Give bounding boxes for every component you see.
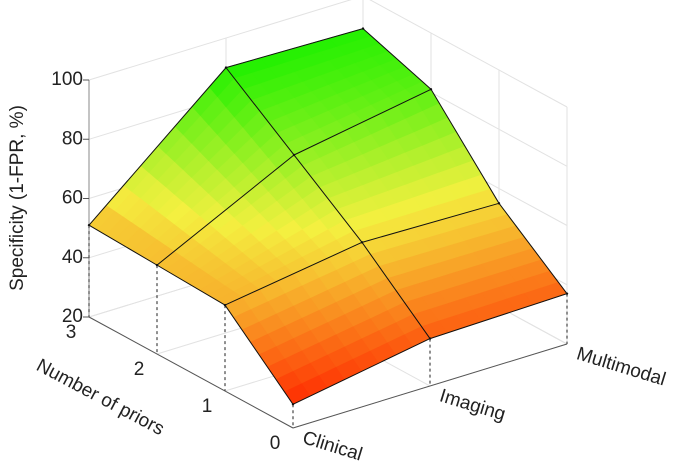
mesh-edge bbox=[430, 89, 500, 204]
mesh-edge bbox=[225, 28, 364, 69]
x-tick-label: Multimodal bbox=[574, 343, 668, 390]
axis-line bbox=[292, 343, 568, 429]
surface-vertex bbox=[292, 153, 296, 157]
surface-vertex bbox=[428, 337, 432, 340]
z-axis-label: Specificity (1-FPR, %) bbox=[7, 105, 28, 291]
mesh-edge bbox=[498, 203, 568, 294]
z-tick-label: 80 bbox=[62, 128, 83, 149]
surface-vertex bbox=[497, 202, 501, 205]
surface-vertex bbox=[87, 223, 91, 227]
mesh-edge bbox=[156, 154, 295, 266]
surface-vertex bbox=[155, 263, 159, 267]
surface-vertex bbox=[429, 88, 433, 91]
x-tick-label: Imaging bbox=[437, 385, 508, 425]
mesh-edge bbox=[429, 293, 568, 340]
surface-vertex bbox=[360, 241, 364, 244]
surface-vertex bbox=[565, 292, 569, 295]
y-axis-label: Number of priors bbox=[33, 355, 168, 440]
z-tick-label: 20 bbox=[62, 306, 83, 327]
mesh-edge bbox=[292, 338, 431, 405]
mesh-edge bbox=[88, 67, 227, 226]
mesh-edge bbox=[224, 304, 294, 405]
mesh-edge bbox=[293, 154, 363, 243]
y-tick-label: 3 bbox=[66, 322, 77, 343]
mesh-edge bbox=[156, 264, 226, 306]
mesh-edge bbox=[224, 241, 363, 306]
mesh-edge bbox=[225, 67, 295, 156]
z-tick-label: 100 bbox=[51, 69, 83, 90]
axis-line bbox=[88, 316, 294, 429]
z-tick-label: 40 bbox=[62, 247, 83, 268]
mesh-edge bbox=[88, 224, 158, 266]
x-tick-label: Clinical bbox=[300, 427, 365, 465]
y-tick-label: 0 bbox=[270, 433, 281, 454]
surface-vertex bbox=[361, 27, 365, 30]
surface-vertex bbox=[291, 403, 295, 406]
surface-vertex bbox=[223, 303, 227, 307]
mesh-edge bbox=[361, 202, 500, 243]
mesh-edge bbox=[362, 28, 432, 90]
z-tick-label: 60 bbox=[62, 188, 83, 209]
y-tick-label: 2 bbox=[134, 359, 145, 380]
y-tick-label: 1 bbox=[202, 396, 213, 417]
mesh-edge bbox=[293, 88, 432, 156]
mesh-edge bbox=[361, 242, 431, 339]
surface-vertex bbox=[224, 66, 228, 69]
